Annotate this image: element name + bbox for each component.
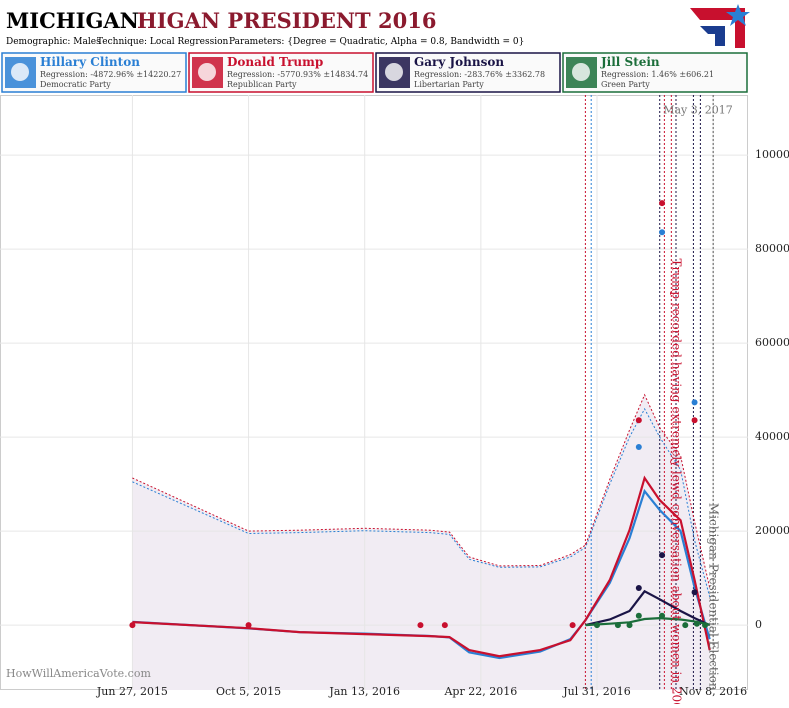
point bbox=[417, 622, 424, 629]
y-tick-label: 40000 bbox=[755, 430, 789, 443]
legend-party: Green Party bbox=[601, 80, 650, 89]
point bbox=[245, 622, 252, 629]
point bbox=[635, 612, 642, 619]
technique: Technique: Local Regression bbox=[97, 37, 228, 47]
point bbox=[659, 200, 666, 207]
series-line bbox=[585, 589, 711, 627]
point bbox=[635, 417, 642, 424]
legend-party: Libertarian Party bbox=[414, 80, 484, 89]
x-tick-label: Jul 31, 2016 bbox=[562, 685, 631, 698]
series-line bbox=[585, 616, 710, 627]
y-tick-label: 60000 bbox=[755, 336, 789, 349]
point bbox=[594, 622, 601, 629]
legend-icon-mark bbox=[385, 63, 403, 81]
y-tick-label: 0 bbox=[755, 618, 762, 631]
confidence-area bbox=[132, 394, 710, 690]
point bbox=[635, 444, 642, 451]
annotation: Michigan Presidential Election bbox=[707, 503, 721, 691]
point bbox=[659, 229, 666, 236]
point bbox=[626, 622, 633, 629]
point bbox=[691, 589, 698, 596]
point bbox=[614, 622, 621, 629]
y-tick-label: 20000 bbox=[755, 524, 789, 537]
point bbox=[659, 612, 666, 619]
x-tick-label: Nov 8, 2016 bbox=[679, 685, 747, 698]
legend-icon-mark bbox=[572, 63, 590, 81]
legend-regression: Regression: -4872.96% ±14220.27 bbox=[40, 70, 181, 79]
y-tick-label: 10000 bbox=[755, 148, 789, 161]
point bbox=[693, 620, 700, 627]
legend-name: Hillary Clinton bbox=[40, 55, 140, 69]
x-tick-label: Jun 27, 2015 bbox=[96, 685, 168, 698]
point bbox=[691, 417, 698, 424]
legend-name: Jill Stein bbox=[600, 55, 660, 69]
confidence-bound bbox=[132, 393, 711, 588]
legend-name: Gary Johnson bbox=[414, 55, 504, 69]
point bbox=[659, 552, 666, 559]
y-tick-label: 80000 bbox=[755, 242, 789, 255]
plot-area bbox=[0, 95, 748, 690]
annotation: Trump recorded having extremely lewd con… bbox=[669, 259, 683, 704]
point bbox=[129, 622, 136, 629]
logo bbox=[690, 4, 750, 48]
demographic: Demographic: Males bbox=[6, 37, 101, 47]
legend-party: Republican Party bbox=[227, 80, 297, 89]
legend-icon-mark bbox=[11, 63, 29, 81]
watermark: HowWillAmericaVote.com bbox=[6, 667, 151, 680]
x-tick-label: Apr 22, 2016 bbox=[443, 685, 517, 698]
parameters: Parameters: {Degree = Quadratic, Alpha =… bbox=[229, 37, 524, 47]
series-line bbox=[132, 475, 711, 658]
legend-regression: Regression: -283.76% ±3362.78 bbox=[414, 70, 545, 79]
legend-regression: Regression: -5770.93% ±14834.74 bbox=[227, 70, 368, 79]
point bbox=[682, 622, 689, 629]
x-tick-label: Oct 5, 2015 bbox=[216, 685, 281, 698]
annotation: May 3, 2017 bbox=[663, 104, 733, 117]
point bbox=[691, 399, 698, 406]
legend-name: Donald Trump bbox=[227, 55, 323, 69]
point bbox=[635, 585, 642, 592]
legend-regression: Regression: 1.46% ±606.21 bbox=[601, 70, 714, 79]
title-b: HIGAN PRESIDENT 2016 bbox=[137, 8, 436, 33]
point bbox=[569, 622, 576, 629]
point bbox=[702, 622, 709, 629]
point bbox=[441, 622, 448, 629]
confidence-bound bbox=[132, 407, 711, 598]
legend-icon-mark bbox=[198, 63, 216, 81]
x-tick-label: Jan 13, 2016 bbox=[328, 685, 400, 698]
title-a: MICHIGAN bbox=[6, 8, 139, 33]
legend-party: Democratic Party bbox=[40, 80, 111, 89]
